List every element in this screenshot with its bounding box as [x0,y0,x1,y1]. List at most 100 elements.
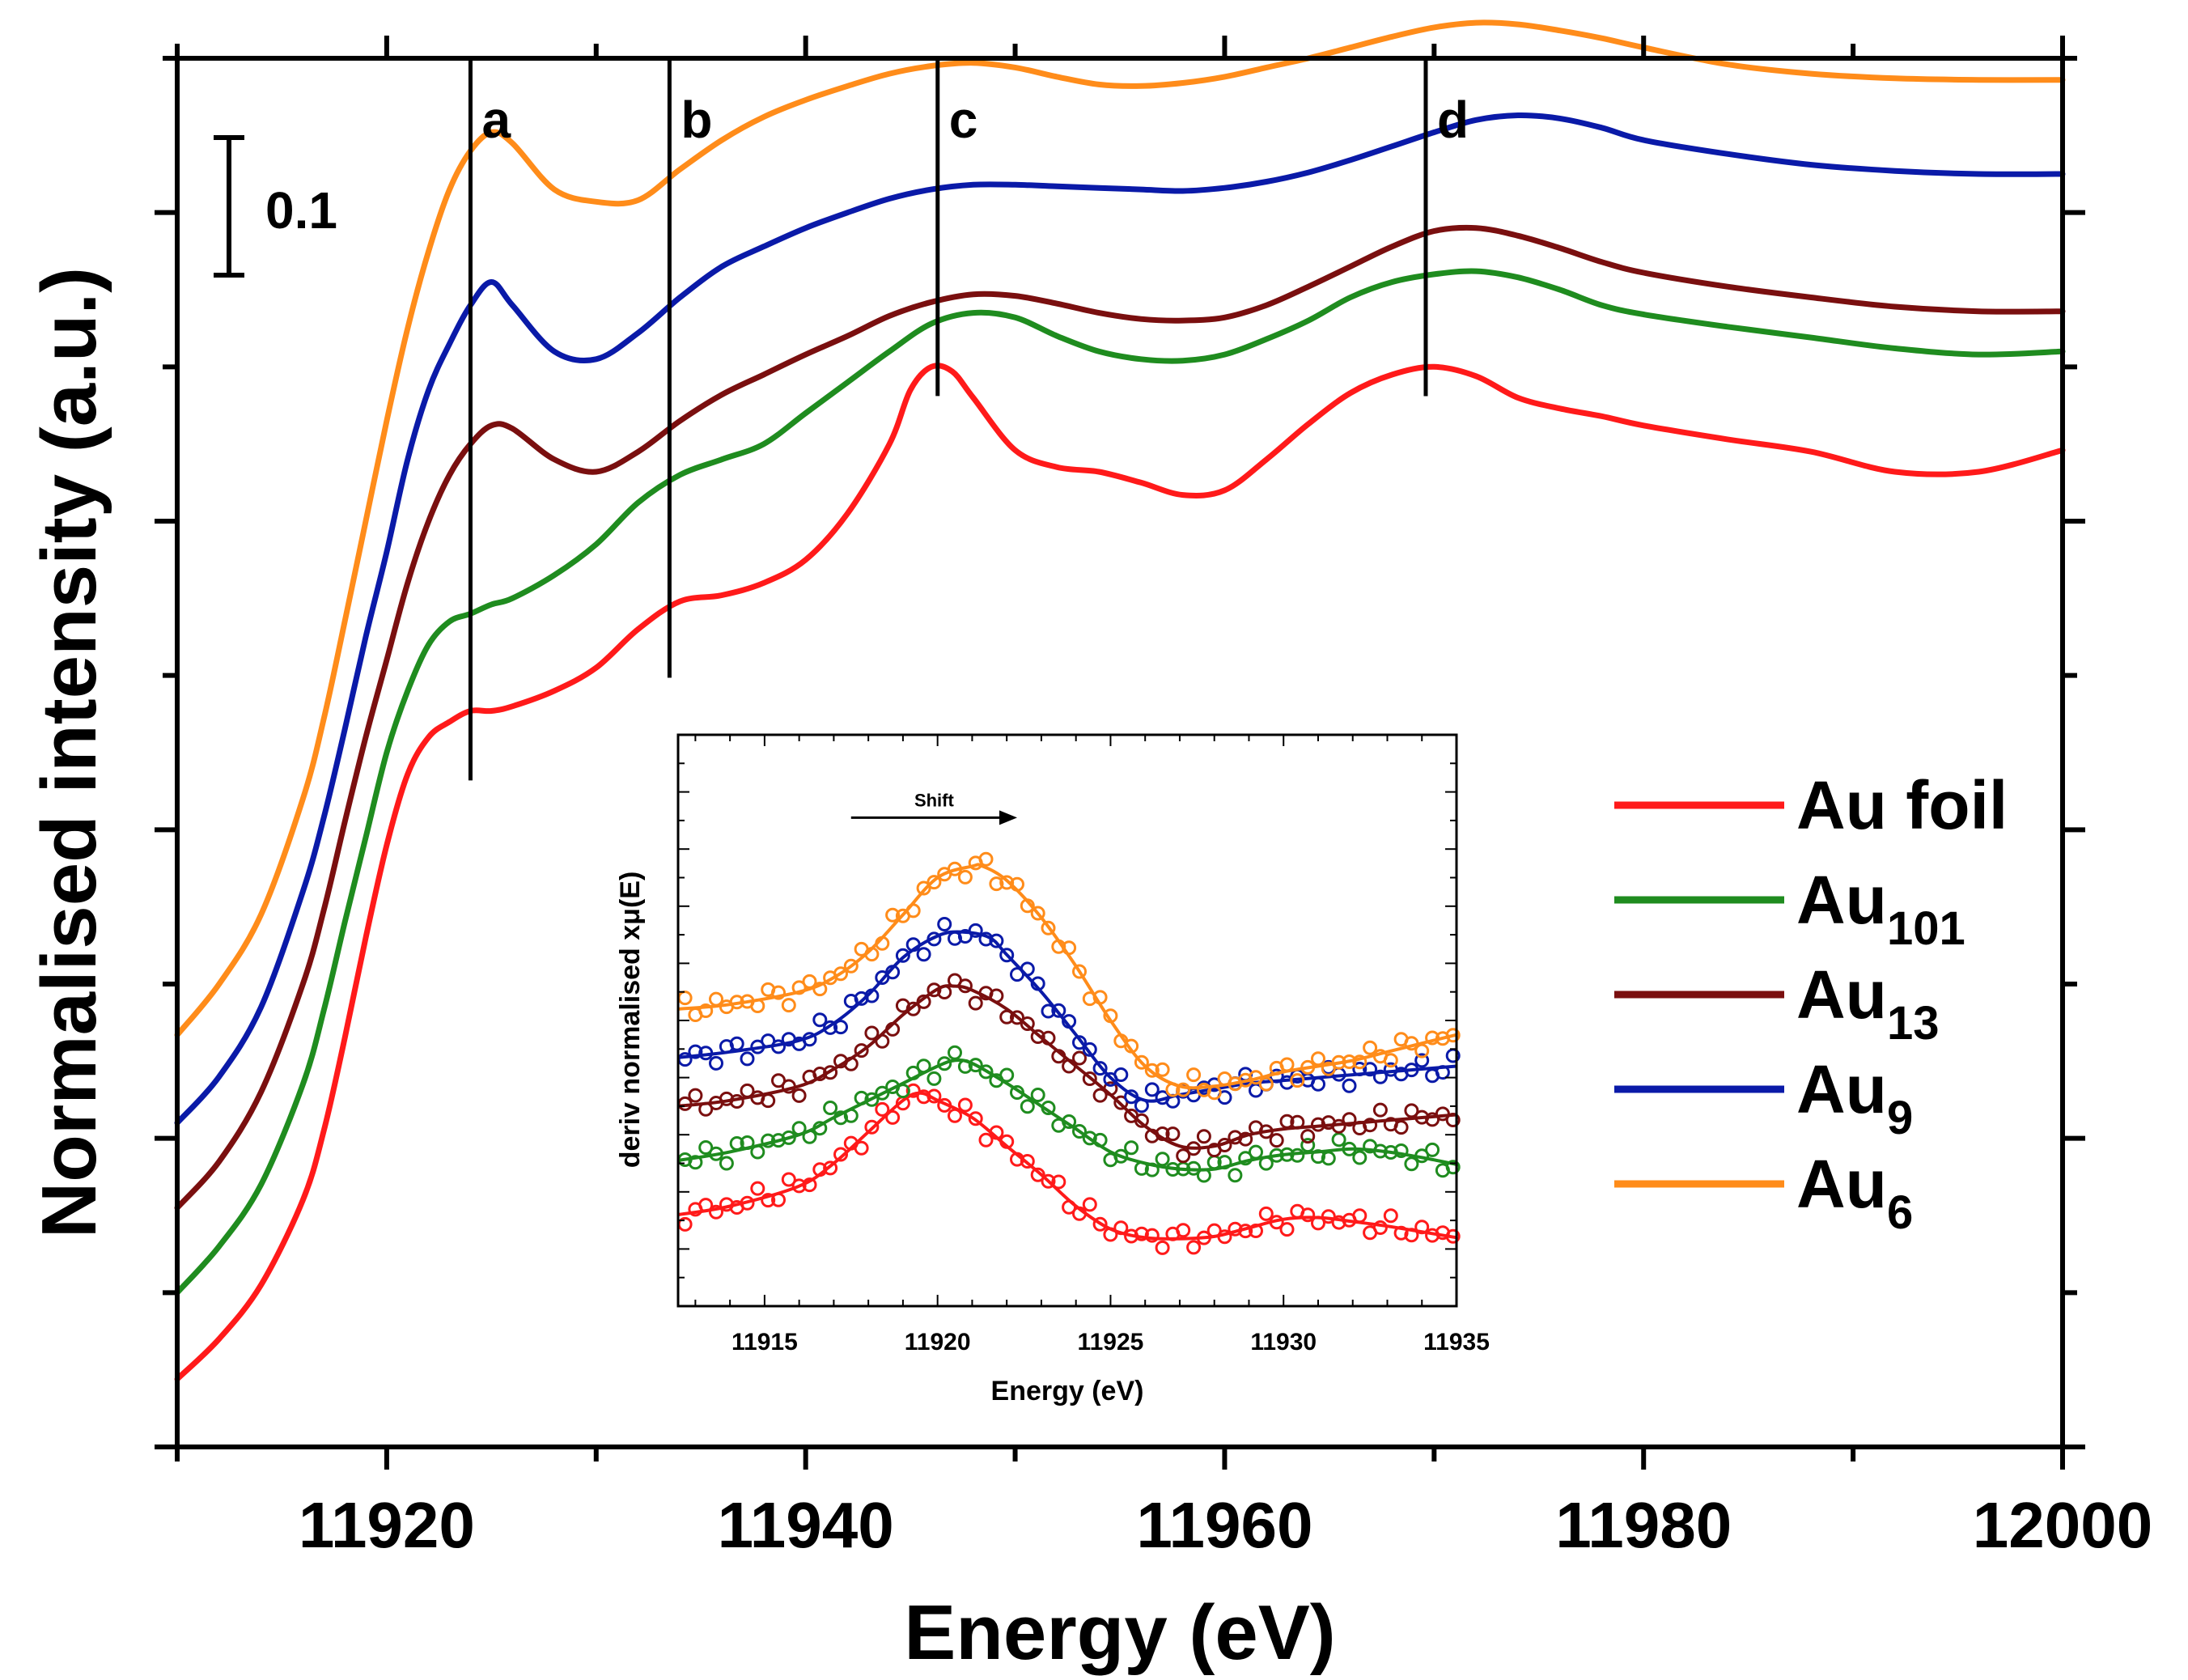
inset-point [1238,1151,1253,1166]
inset-point [937,1056,952,1071]
legend-label-au6: Au6 [1796,1146,1913,1239]
inset-point [999,948,1015,963]
inset-points-au-foil [677,1083,1461,1255]
inset-point [1041,920,1056,935]
x-tick-label: 12000 [1973,1489,2152,1561]
inset-point [1155,1240,1170,1255]
inset-point [843,958,859,974]
inset-point [875,1101,890,1117]
inset-point [978,1132,994,1148]
inset-point [1082,1131,1097,1146]
inset-point [1176,1223,1191,1238]
inset-point [1113,1067,1129,1082]
inset-point [1020,1154,1035,1169]
inset-point [833,1147,848,1162]
inset-point [1082,1042,1097,1057]
inset-point [957,869,973,885]
legend-label-au13: Au13 [1796,957,1940,1050]
inset-point [698,1003,714,1018]
scale-bar: 0.1 [214,135,337,278]
inset-point [1300,1207,1316,1223]
inset-point [968,923,983,938]
inset-point [1404,1103,1419,1118]
inset-point [1144,1063,1160,1078]
inset-point [833,1020,848,1035]
inset-point [1196,1129,1211,1144]
inset-point [1092,1216,1108,1232]
inset-point [688,1044,703,1059]
inset-point [823,1101,838,1115]
inset-point [791,1088,807,1103]
inset-x-tick-label: 11915 [731,1329,798,1355]
inset-point [1404,1156,1419,1172]
inset-point [833,966,848,982]
inset-point [1134,1054,1149,1070]
inset-series-group [677,851,1461,1255]
inset-point [823,1065,838,1080]
inset-point [1051,1174,1066,1190]
inset-point [1363,1118,1378,1133]
inset-point [989,876,1004,892]
inset-series-au6 [677,863,1457,1090]
inset-point [864,1119,880,1135]
main-series-group [174,19,2066,1382]
inset-point [1425,1142,1440,1157]
shift-label: Shift [914,790,955,810]
inset-point [1321,1061,1336,1076]
inset-point [709,1055,723,1071]
inset-point [719,1156,734,1171]
x-tick-label: 11940 [718,1489,894,1561]
legend-label-au101: Au101 [1796,862,1965,955]
inset-point [978,851,994,867]
inset-point [1445,1028,1461,1043]
inset-point [1030,1088,1045,1102]
inset-point [1393,1120,1409,1135]
inset-point [1082,1071,1097,1086]
inset-point [1269,1133,1284,1148]
main-plot-frame [175,56,2065,1449]
inset-point [1186,1240,1202,1255]
inset-point [1113,1148,1129,1164]
inset-point [1372,1102,1388,1118]
inset-point [968,1058,983,1073]
inset-point [688,1088,703,1103]
inset-point [1020,1016,1035,1031]
inset-x-tick-labels: 11915 11920 11925 11930 11935 [731,1329,1490,1355]
main-series-au13 [174,224,2066,1211]
inset-point [1072,1035,1087,1050]
inset-point [999,1067,1015,1083]
inset-series-au101 [677,1058,1457,1172]
inset-point [1092,1088,1108,1103]
legend-label-au-foil: Au foil [1796,767,2008,843]
inset-point [905,1001,921,1016]
inset-point [781,998,796,1013]
inset-point [1176,1082,1191,1097]
inset-point [875,1085,890,1101]
inset-point [968,995,983,1011]
inset-ticks [678,734,1457,1307]
inset-point [1051,1003,1066,1018]
inset-y-axis-label: deriv normalised xμ(E) [615,872,646,1169]
marker-label-c: c [949,91,978,149]
inset-plot: 11915 11920 11925 11930 11935 Shift Energy (… [615,733,1490,1406]
main-x-axis-label: Energy (eV) [904,1589,1335,1676]
main-ticks [155,36,2085,1470]
shift-annotation: Shift [850,790,1018,825]
inset-point [709,1204,723,1220]
main-series-au9 [174,112,2066,1126]
inset-point [916,947,931,962]
inset-point [1155,1152,1170,1167]
inset-point [989,933,1004,948]
inset-point [1352,1150,1368,1165]
inset-x-tick-label: 11930 [1250,1329,1317,1355]
inset-point [1186,1067,1202,1083]
x-tick-label: 11960 [1136,1489,1312,1561]
main-marker-lines: a b c d [468,58,1469,781]
inset-point [1072,1124,1087,1139]
inset-point [895,948,910,963]
inset-point [1228,1168,1243,1183]
inset-point [1445,1160,1461,1175]
inset-point [978,1064,994,1080]
